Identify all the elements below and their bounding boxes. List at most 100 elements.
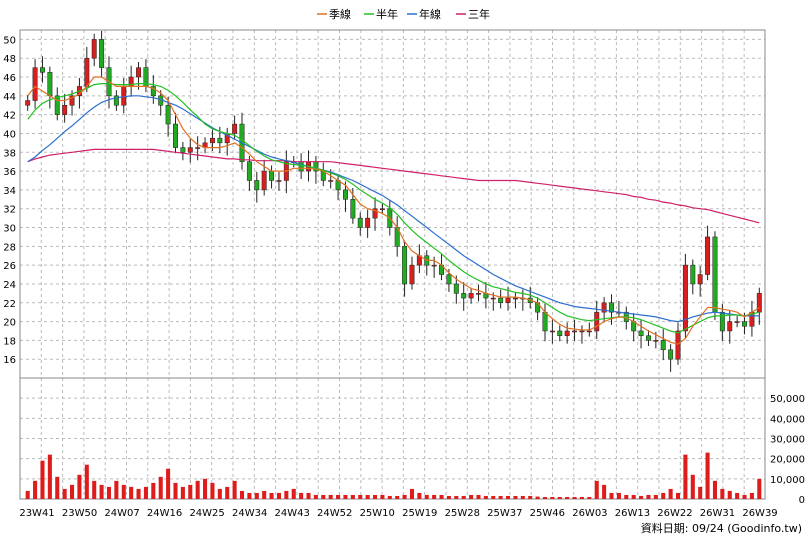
volume-bar	[417, 492, 422, 499]
volume-bar	[299, 492, 304, 499]
volume-bar	[513, 495, 518, 499]
volume-bar	[225, 486, 230, 499]
candle-body	[719, 311, 725, 332]
candle-body	[564, 330, 570, 336]
candle-body	[579, 330, 585, 333]
chart-legend: 季線 半年 年線 三年	[317, 7, 490, 21]
x-tick-label: 26W13	[615, 508, 650, 519]
volume-bar	[698, 486, 703, 499]
volume-bar	[424, 494, 429, 499]
volume-bar	[469, 494, 474, 499]
price-tick-label: 28	[3, 242, 16, 253]
volume-bar	[129, 486, 134, 499]
volume-bar	[210, 482, 215, 499]
legend-label-quarter: 季線	[329, 7, 351, 21]
x-tick-label: 26W31	[700, 508, 735, 519]
volume-bar	[602, 484, 607, 499]
volume-bar	[188, 484, 193, 499]
legend-item-3year: 三年	[456, 7, 490, 21]
candle-body	[276, 180, 282, 182]
volume-bar	[40, 460, 45, 499]
candle-body	[328, 180, 334, 182]
ma-year-line	[27, 95, 760, 323]
candle-body	[431, 264, 437, 267]
candle-body	[557, 330, 563, 336]
data-date-footer: 資料日期: 09/24 (Goodinfo.tw)	[641, 521, 802, 535]
volume-bar	[70, 484, 75, 499]
candle-body	[468, 293, 474, 299]
volume-bar	[720, 488, 725, 499]
candle-body	[47, 72, 53, 97]
volume-bar	[624, 494, 629, 499]
x-tick-label: 24W07	[104, 508, 139, 519]
candle-body	[173, 123, 178, 148]
volume-bar	[114, 480, 119, 499]
candle-body	[342, 189, 348, 200]
candle-body	[54, 95, 60, 115]
volume-bar	[77, 474, 82, 499]
x-tick-label: 24W43	[275, 508, 310, 519]
volume-bar	[121, 484, 126, 499]
volume-bar	[557, 496, 562, 499]
price-tick-label: 16	[3, 355, 16, 366]
volume-bar	[535, 496, 540, 499]
candle-body	[187, 147, 193, 153]
candle-body	[91, 39, 97, 59]
x-tick-label: 26W03	[572, 508, 607, 519]
candle-body	[601, 302, 607, 313]
legend-item-year: 年線	[407, 7, 441, 21]
candle-body	[409, 264, 415, 285]
volume-bar	[742, 494, 747, 499]
candle-body	[121, 86, 127, 106]
x-tick-label: 23W41	[19, 508, 54, 519]
volume-bar	[336, 494, 341, 499]
candle-body	[675, 330, 681, 360]
volume-bar	[306, 492, 311, 499]
volume-bar	[321, 494, 326, 499]
volume-bar	[291, 488, 296, 499]
candle-body	[232, 123, 238, 134]
candle-body	[609, 302, 614, 313]
candle-body	[209, 137, 215, 144]
volume-bar	[506, 495, 511, 499]
legend-label-half: 半年	[376, 7, 398, 21]
candle-body	[69, 95, 75, 106]
candle-body	[505, 297, 511, 304]
volume-bar	[372, 494, 378, 499]
volume-bar	[247, 492, 252, 499]
volume-bar	[365, 494, 370, 499]
volume-bar	[395, 495, 400, 499]
candle-body	[697, 274, 703, 285]
x-tick-label: 26W39	[742, 508, 777, 519]
price-tick-label: 40	[3, 129, 16, 140]
volume-bar	[675, 492, 681, 499]
volume-bar	[136, 488, 141, 499]
legend-label-3year: 三年	[468, 7, 490, 21]
candle-body	[446, 274, 452, 285]
volume-bar	[99, 484, 104, 499]
price-tick-label: 36	[3, 167, 16, 178]
volume-bar	[705, 452, 710, 499]
volume-bar	[269, 492, 274, 499]
candle-body	[246, 161, 252, 181]
candle-body	[594, 311, 600, 332]
candle-body	[453, 283, 459, 294]
candle-body	[490, 297, 496, 300]
volume-bar	[483, 495, 488, 499]
volume-bar	[683, 454, 688, 499]
candle-body	[705, 236, 711, 275]
legend-item-quarter: 季線	[317, 7, 351, 21]
volume-bar	[92, 480, 97, 499]
volume-bar	[594, 480, 599, 499]
candle-body	[180, 147, 186, 153]
candle-body	[742, 321, 747, 327]
volume-pane	[19, 377, 766, 500]
price-tick-label: 48	[3, 54, 16, 65]
volume-bar	[254, 492, 259, 499]
volume-bar	[757, 478, 762, 499]
volume-bar	[476, 494, 481, 499]
candle-body	[40, 67, 45, 73]
volume-tick-label: 20,000	[770, 455, 805, 466]
volume-bar	[203, 478, 208, 499]
